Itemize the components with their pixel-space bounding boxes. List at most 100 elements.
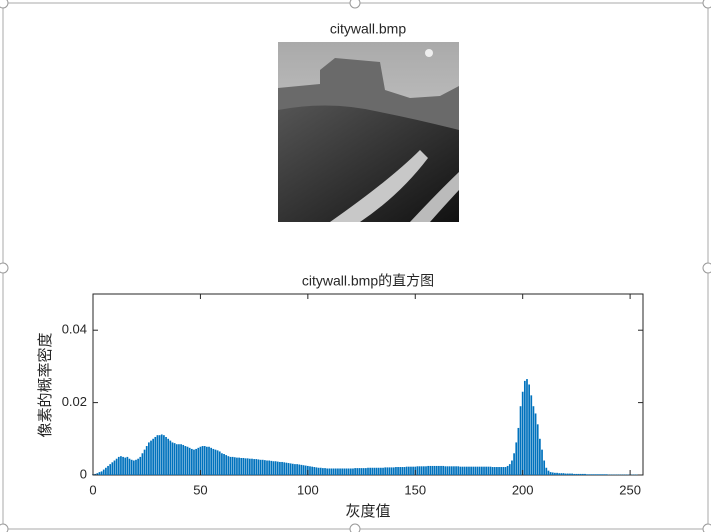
bar <box>412 466 414 475</box>
bar <box>100 471 103 475</box>
bar <box>180 444 182 475</box>
bar <box>369 467 372 475</box>
bar <box>160 434 163 475</box>
bar <box>446 466 449 475</box>
bar <box>523 380 526 475</box>
bar <box>457 466 460 475</box>
bar <box>536 424 539 475</box>
bar <box>337 468 339 475</box>
bar <box>298 464 301 475</box>
bar <box>513 453 515 475</box>
bar <box>190 448 193 475</box>
bar <box>349 468 352 475</box>
bar <box>296 464 298 475</box>
bar <box>500 467 503 475</box>
bar <box>201 446 204 475</box>
bar <box>504 467 507 475</box>
bar <box>294 464 296 475</box>
bar <box>459 466 462 475</box>
bar <box>539 438 541 475</box>
bar <box>362 468 365 475</box>
bar <box>165 436 167 475</box>
x-tick-label: 200 <box>512 482 534 497</box>
bar <box>433 465 436 475</box>
bar <box>390 467 393 475</box>
bar <box>450 466 453 475</box>
bar <box>382 467 384 475</box>
bar <box>399 467 402 475</box>
bar <box>534 413 537 475</box>
bar <box>392 467 395 475</box>
bar <box>418 466 421 475</box>
bar <box>238 457 240 475</box>
bar <box>322 468 324 475</box>
bar <box>403 467 406 475</box>
bar <box>485 466 488 475</box>
bar <box>440 465 442 475</box>
bar <box>225 455 228 475</box>
bar <box>478 466 481 475</box>
bar <box>218 451 221 475</box>
bar <box>332 468 335 475</box>
bar <box>186 446 189 475</box>
x-tick-label: 150 <box>404 482 426 497</box>
bar <box>221 453 223 475</box>
bar <box>105 467 107 475</box>
bar <box>212 448 215 475</box>
bar <box>605 474 608 475</box>
bar <box>283 462 286 475</box>
axes-box <box>92 293 644 476</box>
bar <box>364 468 367 475</box>
bar <box>326 468 329 475</box>
bar <box>178 444 180 475</box>
bar <box>158 435 161 475</box>
bar <box>236 457 238 475</box>
bar <box>577 473 580 475</box>
bar <box>268 460 271 475</box>
bar <box>541 449 543 475</box>
bar <box>124 457 127 475</box>
bar <box>463 466 466 475</box>
bar <box>233 457 236 475</box>
bar <box>145 446 148 475</box>
bar <box>304 465 307 475</box>
bar <box>584 473 586 475</box>
bar <box>352 468 354 475</box>
bar <box>111 462 114 475</box>
bar <box>261 459 264 475</box>
bar <box>573 473 576 475</box>
bar <box>216 450 219 475</box>
bar <box>291 463 294 475</box>
bar <box>240 457 243 475</box>
bar <box>603 474 606 475</box>
bar <box>182 444 185 475</box>
bar <box>214 449 217 475</box>
bar <box>276 461 279 475</box>
bar <box>564 473 567 475</box>
bar <box>223 454 225 475</box>
bar <box>141 453 144 475</box>
bar <box>139 456 142 475</box>
bar <box>530 395 533 475</box>
bar <box>380 467 382 475</box>
bar <box>511 460 513 475</box>
bar <box>481 466 483 475</box>
bar <box>309 466 311 475</box>
bar <box>521 391 524 475</box>
image-title: citywall.bmp <box>330 21 406 37</box>
x-tick-label: 50 <box>193 482 207 497</box>
bar <box>470 466 472 475</box>
bar <box>599 474 601 475</box>
bar <box>259 459 262 475</box>
bar <box>169 440 172 475</box>
bar <box>423 466 425 475</box>
bar <box>569 473 571 475</box>
bar <box>493 467 496 475</box>
bar <box>515 442 518 475</box>
chart-title: citywall.bmp的直方图 <box>302 273 434 289</box>
bar <box>416 466 419 475</box>
bar <box>410 466 412 475</box>
bar <box>163 435 165 475</box>
bar <box>386 467 389 475</box>
